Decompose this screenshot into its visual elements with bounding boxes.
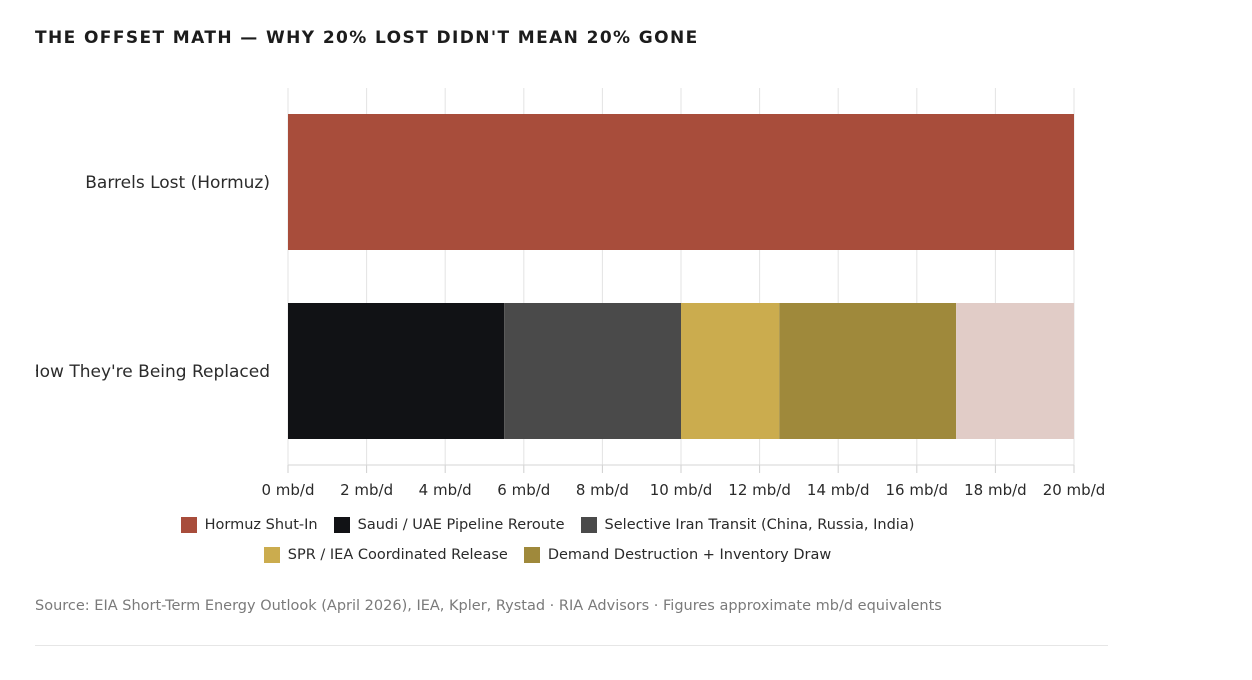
legend-swatch xyxy=(333,517,350,533)
legend-item: Selective Iran Transit (China, Russia, I… xyxy=(580,517,915,533)
legend-item: Hormuz Shut-In xyxy=(180,517,318,533)
legend-label: SPR / IEA Coordinated Release xyxy=(287,547,508,563)
chart-title: THE OFFSET MATH — WHY 20% LOST DIDN'T ME… xyxy=(35,28,699,48)
legend-item: Demand Destruction + Inventory Draw xyxy=(523,547,832,563)
x-tick-label: 6 mb/d xyxy=(497,481,550,499)
bar-segment xyxy=(681,303,780,439)
x-tick-label: 10 mb/d xyxy=(650,481,713,499)
bar-segment xyxy=(288,114,1074,250)
x-tick-label: 2 mb/d xyxy=(340,481,393,499)
legend-row-1: Hormuz Shut-In Saudi / UAE Pipeline Rerou… xyxy=(0,517,1095,533)
legend-item: SPR / IEA Coordinated Release xyxy=(263,547,508,563)
y-category-label: How They're Being Replaced xyxy=(27,362,270,382)
bar-segment xyxy=(288,303,505,439)
legend-item: Saudi / UAE Pipeline Reroute xyxy=(333,517,565,533)
legend-swatch xyxy=(180,517,197,533)
bar-segment xyxy=(504,303,681,439)
x-tick-label: 8 mb/d xyxy=(576,481,629,499)
x-tick-label: 14 mb/d xyxy=(807,481,870,499)
x-tick-label: 16 mb/d xyxy=(886,481,949,499)
bar-segment xyxy=(956,303,1074,439)
x-tick-label: 0 mb/d xyxy=(261,481,314,499)
legend-label: Saudi / UAE Pipeline Reroute xyxy=(357,517,565,533)
legend-swatch xyxy=(523,547,540,563)
y-category-label: Barrels Lost (Hormuz) xyxy=(85,173,270,193)
legend-label: Demand Destruction + Inventory Draw xyxy=(547,547,832,563)
x-tick-label: 12 mb/d xyxy=(728,481,791,499)
x-tick-label: 20 mb/d xyxy=(1043,481,1106,499)
divider xyxy=(35,645,1108,646)
x-tick-label: 4 mb/d xyxy=(419,481,472,499)
bar-segment xyxy=(779,303,957,439)
legend-row-2: SPR / IEA Coordinated Release Demand Dest… xyxy=(0,547,1095,563)
x-tick-label: 18 mb/d xyxy=(964,481,1027,499)
legend-swatch xyxy=(580,517,597,533)
bar-chart: 0 mb/d 2 mb/d 4 mb/d 6 mb/d 8 mb/d 10 mb/d 12 … xyxy=(27,88,1106,499)
legend-label: Selective Iran Transit (China, Russia, I… xyxy=(604,517,915,533)
legend-swatch xyxy=(263,547,280,563)
legend-label: Hormuz Shut-In xyxy=(204,517,318,533)
source-note: Source: EIA Short-Term Energy Outlook (A… xyxy=(35,598,942,614)
